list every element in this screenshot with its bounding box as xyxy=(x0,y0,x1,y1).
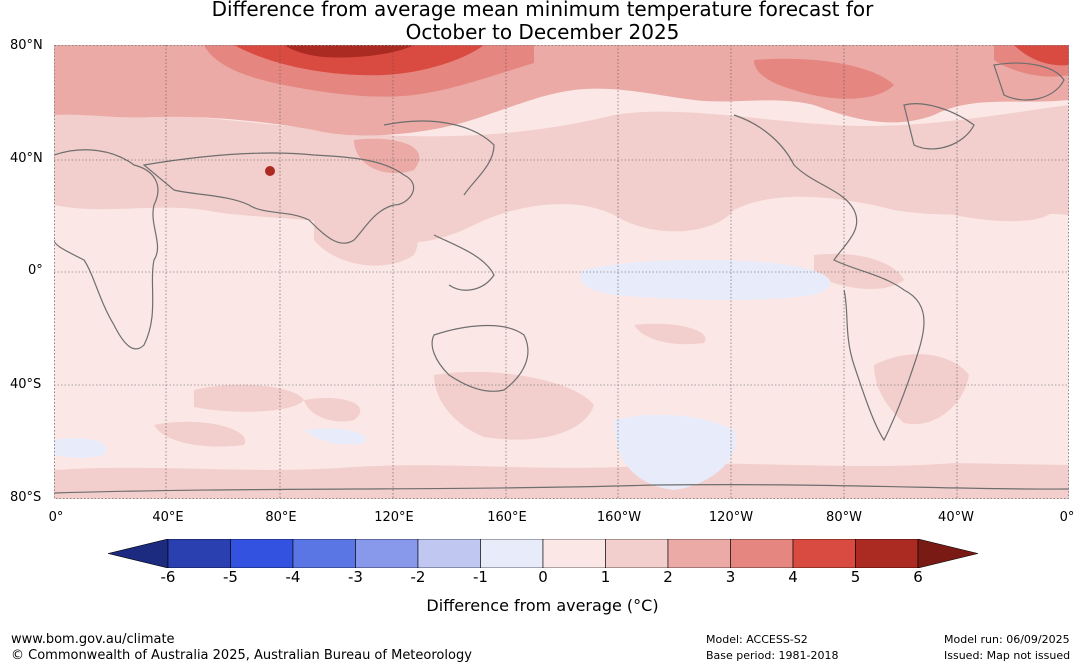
footer-model: Model: ACCESS-S2 xyxy=(706,633,808,646)
colorbar-segment xyxy=(855,539,919,568)
lon-label-80w: 80°W xyxy=(826,510,862,525)
colorbar-segment xyxy=(292,539,356,568)
colorbar-segment xyxy=(667,539,731,568)
anomaly-region-greenland-core xyxy=(1014,45,1069,66)
anomaly-region-canada-arctic xyxy=(754,58,894,99)
anomaly-region-south-indian-3 xyxy=(154,421,246,447)
colorbar-tick-label: 4 xyxy=(788,568,798,586)
lon-label-80e: 80°E xyxy=(265,510,297,525)
anomaly-region-northern-midlatitudes xyxy=(54,105,1069,243)
colorbar-segment xyxy=(605,539,669,568)
colorbar-tick-label: -3 xyxy=(348,568,363,586)
anomaly-region-siberia-core xyxy=(234,45,484,76)
colorbar-label: Difference from average (°C) xyxy=(426,596,659,615)
colorbar-extend-high xyxy=(917,539,978,568)
colorbar-segment xyxy=(792,539,856,568)
lon-label-120w: 120°W xyxy=(708,510,754,525)
colorbar xyxy=(108,539,978,568)
colorbar-tick-label: 6 xyxy=(913,568,923,586)
anomaly-region-caribbean xyxy=(814,253,904,290)
map-title-line-1: Difference from average mean minimum tem… xyxy=(211,0,874,21)
colorbar-segment xyxy=(230,539,294,568)
colorbar-tick-label: -5 xyxy=(223,568,238,586)
anomaly-region-siberia-peak xyxy=(284,45,414,58)
colorbar-segment xyxy=(355,539,419,568)
footer-copyright: © Commonwealth of Australia 2025, Austra… xyxy=(11,648,472,663)
anomaly-region-south-indian-2 xyxy=(304,397,361,422)
colorbar-tick-label: -4 xyxy=(285,568,301,586)
lat-label-80n: 80°N xyxy=(10,38,43,53)
colorbar-tick-label: 0 xyxy=(538,568,548,586)
lon-label-40w: 40°W xyxy=(938,510,974,525)
footer-model-run: Model run: 06/09/2025 xyxy=(944,633,1070,646)
lon-label-0-right: 0° xyxy=(1059,510,1075,525)
lat-label-80s: 80°S xyxy=(10,490,42,505)
lon-label-160w: 160°W xyxy=(596,510,642,525)
colorbar-tick-label: 5 xyxy=(850,568,861,586)
lat-label-40s: 40°S xyxy=(10,377,42,392)
colorbar-segment xyxy=(730,539,794,568)
anomaly-region-australia xyxy=(434,371,594,440)
footer-issued: Issued: Map not issued xyxy=(944,649,1071,662)
anomaly-region-south-pacific-cool xyxy=(614,414,736,490)
map-title-line-2: October to December 2025 xyxy=(405,20,680,44)
footer-url: www.bom.gov.au/climate xyxy=(11,632,175,647)
colorbar-segment xyxy=(542,539,606,568)
anomaly-region-south-asia xyxy=(314,202,418,266)
anomaly-region-north-atlantic xyxy=(944,183,1054,222)
colorbar-tick-label: 1 xyxy=(600,568,611,586)
lat-label-equator: 0° xyxy=(28,263,43,278)
graticule xyxy=(54,45,1069,499)
colorbar-tick-label: 3 xyxy=(725,568,736,586)
colorbar-tick-label: -1 xyxy=(473,568,488,586)
lon-label-0-left: 0° xyxy=(48,510,64,525)
lon-label-120e: 120°E xyxy=(374,510,414,525)
colorbar-segment xyxy=(480,539,544,568)
temperature-anomaly-map xyxy=(54,45,1069,499)
colorbar-extend-low xyxy=(108,539,169,568)
anomaly-region-south-atlantic xyxy=(874,354,969,425)
anomaly-region-southern-ocean xyxy=(54,463,1069,499)
colorbar-tick-label: -6 xyxy=(160,568,176,586)
colorbar-segment xyxy=(167,539,231,568)
lon-label-40e: 40°E xyxy=(152,510,184,525)
anomaly-region-central-asia xyxy=(354,138,420,174)
anomaly-region-south-indian-cool xyxy=(304,428,366,445)
anomaly-region-south-indian xyxy=(194,384,304,412)
lat-label-40n: 40°N xyxy=(10,151,43,166)
coastlines xyxy=(54,62,1069,494)
colorbar-tick-label: 2 xyxy=(663,568,673,586)
colorbar-segment xyxy=(417,539,481,568)
anomaly-region-south-pacific xyxy=(634,323,706,345)
footer-base-period: Base period: 1981-2018 xyxy=(706,649,839,662)
colorbar-tick-label: -2 xyxy=(410,568,426,586)
anomaly-region-equatorial-pacific xyxy=(580,259,831,300)
anomaly-region-tibet-peak xyxy=(265,166,275,176)
anomaly-region-south-atlantic-cool xyxy=(54,438,106,458)
lon-label-160e: 160°E xyxy=(487,510,527,525)
